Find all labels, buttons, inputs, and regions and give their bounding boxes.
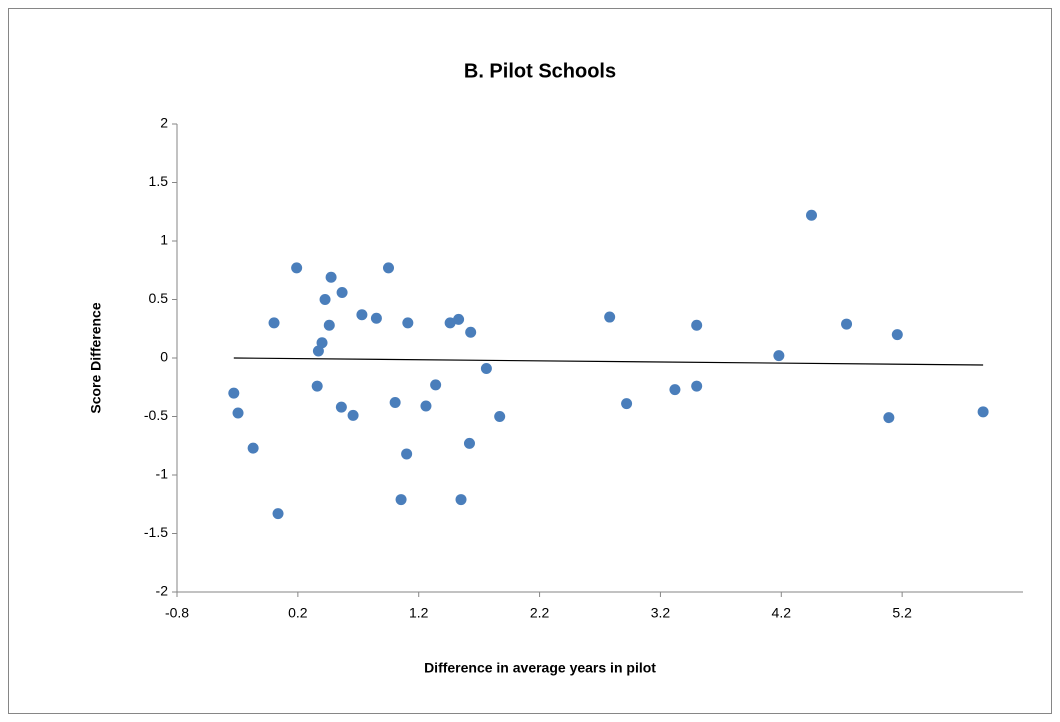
point (247, 442, 259, 454)
y-axis-label: Score Difference (88, 302, 104, 413)
point (370, 312, 382, 324)
point (806, 209, 817, 221)
point (891, 329, 903, 341)
point (325, 271, 337, 283)
point (336, 286, 348, 298)
x-tick-label: 3.2 (651, 605, 671, 621)
point (319, 294, 331, 305)
point (402, 317, 414, 329)
x-tick-label: 4.2 (772, 605, 792, 621)
point (480, 363, 492, 375)
y-tick-label: 1.5 (149, 173, 169, 189)
trendline (233, 357, 984, 366)
x-tick-label: 5.2 (892, 605, 912, 621)
point (465, 326, 477, 338)
point (430, 379, 442, 391)
point (335, 401, 347, 413)
point (621, 398, 633, 410)
point (841, 318, 853, 330)
x-axis-label: Difference in average years in pilot (424, 660, 656, 676)
x-tick-label: 2.2 (530, 605, 550, 621)
point (383, 262, 394, 274)
point (691, 319, 703, 331)
y-tick-label: -1 (156, 466, 169, 482)
point (669, 384, 681, 396)
point (977, 406, 989, 418)
point (291, 262, 303, 274)
point (389, 396, 401, 408)
point (316, 337, 328, 349)
y-tick-label: -1.5 (144, 524, 168, 540)
point (272, 508, 284, 520)
point (228, 387, 240, 399)
point (455, 494, 467, 506)
x-tick-label: -0.8 (165, 605, 189, 621)
point (883, 412, 895, 424)
y-tick-label: 2 (160, 115, 168, 131)
point (773, 350, 785, 362)
point (604, 311, 616, 323)
y-tick-label: -0.5 (144, 407, 168, 423)
y-tick-label: 0.5 (149, 290, 169, 306)
point (356, 309, 368, 321)
point (395, 494, 407, 506)
point (311, 380, 323, 392)
x-tick-label: 1.2 (409, 605, 429, 621)
x-tick-label: 0.2 (288, 605, 308, 621)
y-tick-label: -2 (156, 583, 169, 599)
y-tick-label: 0 (160, 349, 168, 365)
point (312, 345, 324, 357)
point (453, 313, 465, 325)
point (420, 400, 432, 412)
point (232, 407, 244, 419)
point (268, 317, 280, 329)
chart-title: B. Pilot Schools (464, 60, 616, 82)
point (401, 448, 413, 460)
point (444, 317, 456, 329)
point (463, 437, 475, 449)
point (691, 380, 703, 392)
y-tick-label: 1 (160, 232, 168, 248)
point (494, 411, 506, 422)
point (323, 319, 335, 331)
point (347, 409, 359, 421)
